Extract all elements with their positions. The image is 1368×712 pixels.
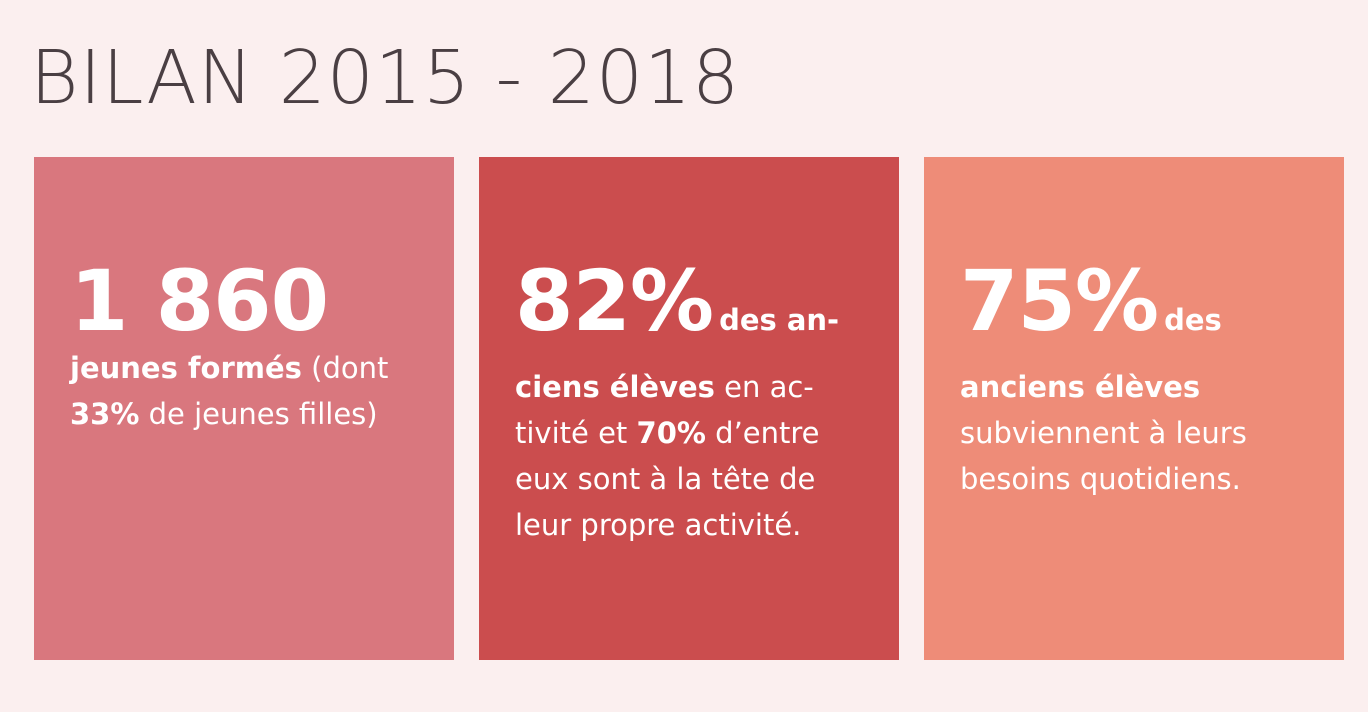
stat-text: (dont: [301, 351, 389, 385]
stat-card-content: 1 860 jeunes formés (dont 33% de jeunes …: [70, 257, 426, 437]
stat-card-trained-youth: 1 860 jeunes formés (dont 33% de jeunes …: [34, 157, 454, 660]
stat-highlight: jeunes formés: [70, 351, 302, 385]
stat-description: anciens élèves subviennent à leurs besoi…: [960, 364, 1316, 502]
stat-number: 75%: [960, 252, 1159, 350]
stat-line: subviennent à leurs: [960, 416, 1247, 450]
stat-highlight: ciens élèves: [515, 370, 715, 404]
stat-highlight: 70%: [636, 416, 706, 450]
stat-highlight: 33%: [70, 397, 140, 431]
stat-line: eux sont à la tête de: [515, 462, 816, 496]
stat-text: en ac-: [714, 370, 814, 404]
stat-card-self-sufficiency: 75% des anciens élèves subviennent à leur…: [924, 157, 1344, 660]
stat-line: tivité et 70% d’entre: [515, 410, 871, 456]
stat-text: tivité et: [515, 416, 637, 450]
stat-text: de jeunes filles): [139, 397, 378, 431]
stat-description: jeunes formés (dont 33% de jeunes filles…: [70, 345, 426, 437]
stat-highlight: des an-: [719, 303, 840, 337]
stat-line: jeunes formés (dont: [70, 345, 426, 391]
stat-number: 1 860: [70, 252, 329, 350]
stat-line: 75% des: [960, 257, 1316, 364]
stat-text: d’entre: [705, 416, 820, 450]
stat-line: leur propre activité.: [515, 508, 802, 542]
stat-card-content: 82% des an- ciens élèves en ac- tivité et…: [515, 257, 871, 548]
stat-description: ciens élèves en ac- tivité et 70% d’entr…: [515, 364, 871, 548]
stat-card-content: 75% des anciens élèves subviennent à leur…: [960, 257, 1316, 502]
stat-line: ciens élèves en ac-: [515, 364, 871, 410]
stat-card-employment: 82% des an- ciens élèves en ac- tivité et…: [479, 157, 899, 660]
stat-highlight: des: [1164, 303, 1222, 337]
stat-line: 82% des an-: [515, 257, 871, 364]
stat-line: anciens élèves: [960, 364, 1316, 410]
stat-highlight: anciens élèves: [960, 370, 1201, 404]
page-title: BILAN 2015 - 2018: [30, 35, 741, 121]
stat-line: besoins quotidiens.: [960, 462, 1241, 496]
stat-number: 82%: [515, 252, 714, 350]
stat-line: 33% de jeunes filles): [70, 391, 426, 437]
